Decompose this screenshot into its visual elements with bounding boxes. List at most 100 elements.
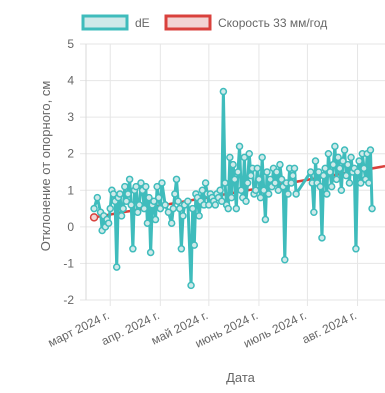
dE-point [127,201,136,209]
dE-point [188,204,197,213]
dE-point [289,171,297,180]
legend-item[interactable]: dE [81,14,150,31]
dE-point [340,146,349,154]
series-dE [90,87,376,290]
dE-point [195,212,203,220]
dE-point [177,245,186,253]
dE-point [219,87,228,96]
dE-point [237,186,245,195]
legend-swatch [164,14,212,31]
dE-point [306,168,315,176]
dE-point [331,142,339,151]
y-tick-label: 5 [67,37,74,51]
dE-point [218,197,226,206]
dE-point [154,193,163,202]
dE-point [224,204,232,213]
dE-point [129,245,137,253]
y-tick-label: 3 [67,110,74,124]
dE-point [235,142,244,151]
dE-point [334,153,342,162]
dE-point [253,164,262,173]
dE-point [150,197,158,206]
dE-point [263,168,271,176]
dE-point [140,204,148,213]
dE-point [171,190,179,198]
dE-point [277,175,286,184]
dE-point [272,168,281,176]
dE-point [116,190,124,198]
dE-point [332,175,341,184]
dE-point [146,248,155,257]
trend-point [89,213,99,222]
dE-point [342,171,350,180]
dE-point [274,186,283,195]
dE-point [198,186,207,195]
dE-point [121,182,129,191]
dE-point [227,193,236,202]
dE-point [318,234,326,242]
dE-point [360,164,368,173]
y-tick-label: -2 [63,293,74,307]
dE-point [167,219,176,227]
dE-point [122,197,131,206]
legend-swatch [81,14,129,31]
dE-point [271,179,279,187]
dE-point [335,164,344,173]
dE-point [310,208,318,216]
y-tick-label: 4 [67,74,74,88]
dE-point [132,182,140,191]
legend-item[interactable]: Скорость 33 мм/год [164,14,327,31]
dE-point [255,175,263,184]
dE-point [345,179,354,187]
dE-point [179,212,187,220]
dE-point [321,164,329,173]
legend: dE Скорость 33 мм/год [81,14,327,31]
dE-point [256,193,265,202]
dE-point [142,182,150,191]
dE-point [145,193,153,202]
dE-point [169,204,178,213]
dE-point [158,179,166,187]
dE-point [190,241,199,249]
dE-point [172,175,181,184]
dE-point [323,190,331,198]
dE-point [327,182,336,191]
dE-point [112,263,121,271]
dE-point [243,179,252,187]
dE-point [184,197,192,206]
dE-point [174,197,182,206]
dE-point [260,186,268,195]
dE-point [229,160,237,169]
dE-point [230,175,239,184]
x-tick-label: март 2024 г. [46,308,112,350]
dE-point [281,256,289,264]
dE-point [329,160,338,169]
dE-point [135,201,144,209]
dE-point [226,153,234,162]
dE-point [266,175,274,184]
dE-point [201,179,210,187]
legend-label: dE [135,16,150,30]
dE-point [151,215,160,224]
dE-point [216,186,224,195]
dE-point [337,186,346,195]
dE-point [245,149,253,158]
dE-point [319,171,328,180]
dE-point [164,208,173,216]
y-axis-title: Отклонение от опорного, см [38,81,53,252]
dE-point [242,197,250,206]
dE-point [366,146,375,154]
series-layer [89,87,385,290]
dE-point [311,157,320,165]
dE-point [290,164,299,173]
dE-point [316,182,325,191]
dE-point [211,201,220,209]
dE-point [153,182,161,191]
dE-point [161,201,169,209]
y-tick-label: 1 [67,183,74,197]
dE-point [187,281,195,290]
dE-point [90,204,98,213]
dE-point [232,204,241,213]
